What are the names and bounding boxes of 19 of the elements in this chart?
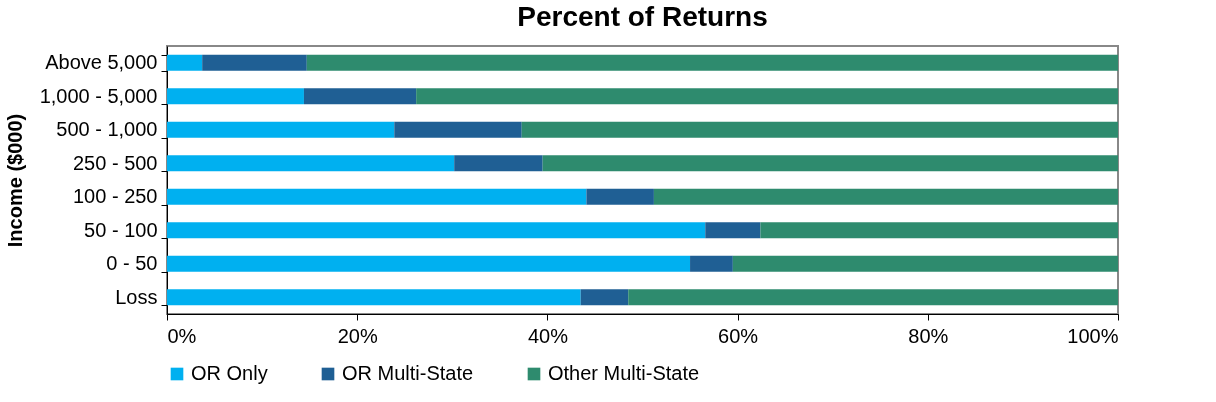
legend-label: OR Multi-State: [342, 362, 474, 384]
y-tick-label: 0 - 50: [106, 252, 158, 275]
y-tick-label: 250 - 500: [72, 151, 158, 174]
x-tick-label: 0%: [167, 324, 197, 347]
legend-label: Other Multi-State: [548, 362, 700, 384]
y-tick-label: Loss: [115, 285, 158, 308]
y-tick-label: 1,000 - 5,000: [39, 84, 158, 107]
x-tick-label: 60%: [718, 324, 759, 347]
x-tick-label: 80%: [908, 324, 949, 347]
x-tick-label: 100%: [1067, 324, 1119, 347]
y-axis-title: Income ($000): [3, 113, 26, 248]
y-tick-label: 50 - 100: [84, 218, 158, 241]
x-tick-label: 40%: [527, 324, 569, 347]
legend-label: OR Only: [191, 362, 268, 384]
y-tick-label: 500 - 1,000: [56, 118, 158, 141]
x-tick-label: 20%: [337, 324, 378, 347]
chart-title: Percent of Returns: [517, 1, 768, 32]
y-tick-label: Above 5,000: [45, 51, 158, 74]
y-tick-label: 100 - 250: [72, 185, 158, 208]
